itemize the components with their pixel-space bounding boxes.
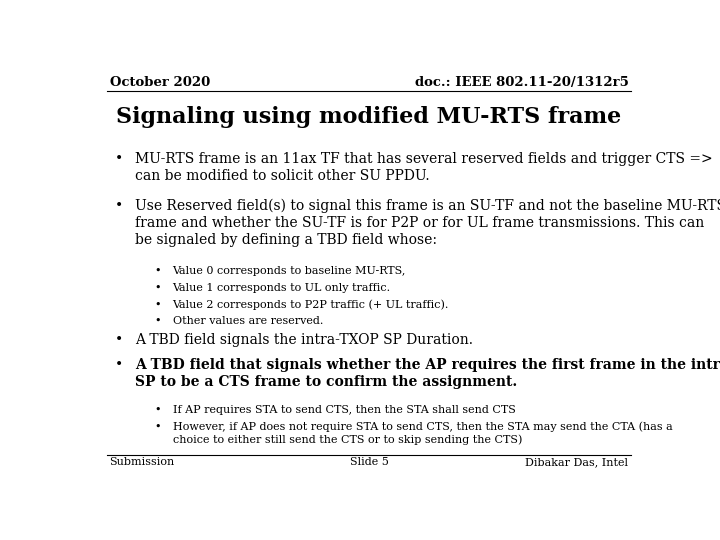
Text: •: • xyxy=(154,405,161,415)
Text: Dibakar Das, Intel: Dibakar Das, Intel xyxy=(526,457,629,467)
Text: MU-RTS frame is an 11ax TF that has several reserved fields and trigger CTS =>
c: MU-RTS frame is an 11ax TF that has seve… xyxy=(135,152,712,183)
Text: Other values are reserved.: Other values are reserved. xyxy=(173,316,323,326)
Text: •: • xyxy=(154,299,161,309)
Text: However, if AP does not require STA to send CTS, then the STA may send the CTA (: However, if AP does not require STA to s… xyxy=(173,422,672,445)
Text: Value 2 corresponds to P2P traffic (+ UL traffic).: Value 2 corresponds to P2P traffic (+ UL… xyxy=(173,299,449,310)
Text: A TBD field signals the intra-TXOP SP Duration.: A TBD field signals the intra-TXOP SP Du… xyxy=(135,333,472,347)
Text: •: • xyxy=(154,422,161,431)
Text: doc.: IEEE 802.11-20/1312r5: doc.: IEEE 802.11-20/1312r5 xyxy=(415,76,629,89)
Text: •: • xyxy=(115,333,123,347)
Text: Value 1 corresponds to UL only traffic.: Value 1 corresponds to UL only traffic. xyxy=(173,282,391,293)
Text: Slide 5: Slide 5 xyxy=(350,457,388,467)
Text: Use Reserved field(s) to signal this frame is an SU-TF and not the baseline MU-R: Use Reserved field(s) to signal this fra… xyxy=(135,199,720,247)
Text: •: • xyxy=(115,152,123,166)
Text: If AP requires STA to send CTS, then the STA shall send CTS: If AP requires STA to send CTS, then the… xyxy=(173,405,516,415)
Text: •: • xyxy=(154,266,161,276)
Text: •: • xyxy=(154,316,161,326)
Text: Value 0 corresponds to baseline MU-RTS,: Value 0 corresponds to baseline MU-RTS, xyxy=(173,266,406,276)
Text: •: • xyxy=(115,199,123,213)
Text: •: • xyxy=(115,359,123,373)
Text: October 2020: October 2020 xyxy=(109,76,210,89)
Text: A TBD field that signals whether the AP requires the first frame in the intra-TX: A TBD field that signals whether the AP … xyxy=(135,359,720,389)
Text: Signaling using modified MU-RTS frame: Signaling using modified MU-RTS frame xyxy=(117,106,621,129)
Text: Submission: Submission xyxy=(109,457,175,467)
Text: •: • xyxy=(154,282,161,293)
